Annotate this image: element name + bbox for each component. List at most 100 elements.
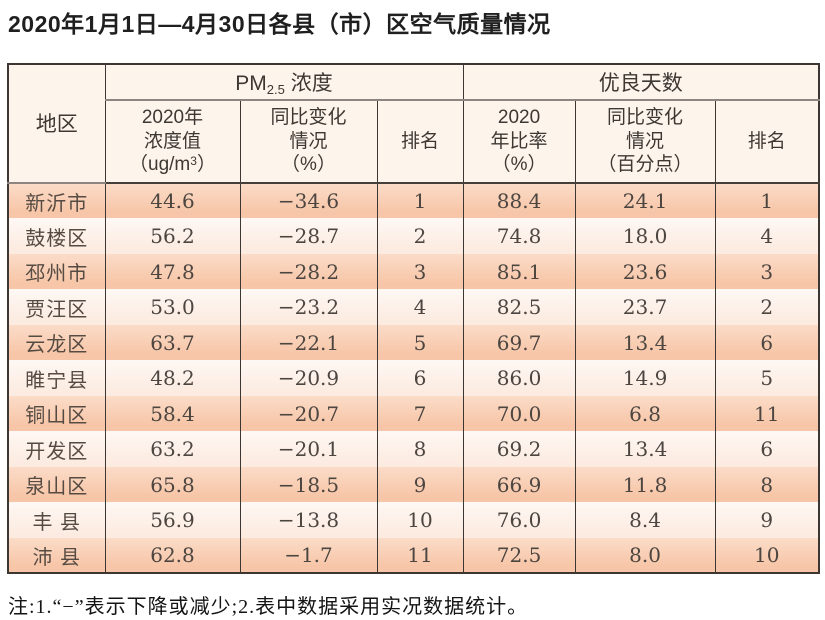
cell-good-rate: 76.0 (462, 502, 576, 538)
cell-pm-rank: 11 (376, 537, 464, 574)
header-cell-pm-rank: 排名 (376, 99, 464, 184)
cell-region: 丰 县 (7, 502, 106, 538)
table-row: 鼓楼区 56.2 −28.7 2 74.8 18.0 4 (7, 218, 820, 254)
table-body: 新沂市 44.6 −34.6 1 88.4 24.1 1 鼓楼区 56.2 −2… (7, 182, 820, 574)
table-row: 睢宁县 48.2 −20.9 6 86.0 14.9 5 (7, 360, 820, 396)
cell-good-rate: 82.5 (462, 289, 576, 325)
header-cell-good-change: 同比变化 情况 （百分点） (574, 99, 716, 184)
cell-pm-change: −20.7 (239, 395, 378, 432)
cell-good-change: 13.4 (574, 324, 716, 361)
table-row: 贾汪区 53.0 −23.2 4 82.5 23.7 2 (7, 289, 820, 325)
cell-good-change: 8.0 (574, 537, 716, 574)
header-cell-good-rate: 2020 年比率 （%） (462, 99, 576, 184)
cell-good-change: 23.7 (574, 289, 716, 325)
header-cell-good-days-group: 优良天数 (462, 63, 820, 101)
cell-good-change: 8.4 (574, 502, 716, 538)
cell-good-rate: 72.5 (462, 537, 576, 574)
footnote: 注:1.“−”表示下降或减少;2.表中数据采用实况数据统计。 (8, 596, 529, 619)
header-columns-row: 2020年 浓度值 （ug/m3） 同比变化 情况 （%） 排名 2020 年比… (8, 99, 820, 184)
cell-pm-change: −23.2 (239, 289, 378, 325)
table-row: 云龙区 63.7 −22.1 5 69.7 13.4 6 (7, 324, 820, 361)
pm25-label-subscript: 2.5 (266, 81, 285, 97)
cell-pm-rank: 2 (376, 218, 464, 254)
cell-pm-rank: 10 (376, 502, 464, 538)
cell-region: 睢宁县 (7, 360, 106, 396)
cell-pm-change: −28.7 (239, 218, 378, 254)
cell-pm-rank: 8 (376, 431, 464, 467)
cell-pm-value: 56.2 (104, 218, 241, 254)
cell-region: 贾汪区 (7, 289, 106, 325)
cell-good-change: 11.8 (574, 466, 716, 503)
header-cell-pm-value: 2020年 浓度值 （ug/m3） (104, 99, 241, 184)
cell-pm-value: 63.2 (104, 431, 241, 467)
cell-region: 铜山区 (7, 395, 106, 432)
cell-good-change: 23.6 (574, 253, 716, 290)
cell-good-rate: 69.2 (462, 431, 576, 467)
cell-good-rank: 9 (714, 502, 820, 538)
cell-good-rank: 3 (714, 253, 820, 290)
cell-pm-value: 53.0 (104, 289, 241, 325)
cell-pm-value: 48.2 (104, 360, 241, 396)
cell-good-rank: 2 (714, 289, 820, 325)
cell-good-rank: 4 (714, 218, 820, 254)
cell-good-rate: 88.4 (462, 182, 576, 219)
cell-pm-value: 44.6 (104, 182, 241, 219)
cell-good-rank: 8 (714, 466, 820, 503)
pm-value-unit: （ug/m3） (129, 154, 216, 176)
cell-region: 沛 县 (7, 537, 106, 574)
cell-good-rank: 5 (714, 360, 820, 396)
cubic-superscript: 3 (190, 154, 197, 169)
cell-good-rank: 6 (714, 324, 820, 361)
cell-pm-rank: 7 (376, 395, 464, 432)
cell-pm-change: −13.8 (239, 502, 378, 538)
cell-region: 邳州市 (7, 253, 106, 290)
cell-pm-value: 47.8 (104, 253, 241, 290)
table-row: 丰 县 56.9 −13.8 10 76.0 8.4 9 (7, 502, 820, 538)
cell-good-change: 18.0 (574, 218, 716, 254)
cell-good-rank: 6 (714, 431, 820, 467)
cell-good-change: 6.8 (574, 395, 716, 432)
cell-pm-rank: 4 (376, 289, 464, 325)
article-page: 2020年1月1日—4月30日各县（市）区空气质量情况 地区 PM2.5 浓度 … (0, 10, 825, 620)
cell-good-change: 14.9 (574, 360, 716, 396)
header-group-row: 地区 PM2.5 浓度 优良天数 (7, 63, 820, 184)
cell-pm-value: 58.4 (104, 395, 241, 432)
page-title: 2020年1月1日—4月30日各县（市）区空气质量情况 (8, 11, 551, 37)
cell-good-rate: 85.1 (462, 253, 576, 290)
cell-pm-change: −1.7 (239, 537, 378, 574)
header-cell-pm-change: 同比变化 情况 （%） (239, 99, 378, 184)
cell-pm-rank: 5 (376, 324, 464, 361)
cell-pm-change: −20.1 (239, 431, 378, 467)
table-row: 沛 县 62.8 −1.7 11 72.5 8.0 10 (7, 537, 820, 574)
cell-region: 新沂市 (7, 182, 106, 219)
cell-region: 云龙区 (7, 324, 106, 361)
cell-pm-change: −34.6 (239, 182, 378, 219)
cell-good-change: 24.1 (574, 182, 716, 219)
cell-good-rank: 11 (714, 395, 820, 432)
air-quality-table: 地区 PM2.5 浓度 优良天数 2020年 浓度值 （ug/m3） 同比变化 … (7, 62, 821, 575)
cell-good-rate: 66.9 (462, 466, 576, 503)
cell-pm-value: 56.9 (104, 502, 241, 538)
cell-pm-change: −20.9 (239, 360, 378, 396)
table-row: 新沂市 44.6 −34.6 1 88.4 24.1 1 (7, 182, 820, 219)
cell-pm-value: 63.7 (104, 324, 241, 361)
cell-good-rank: 10 (714, 537, 820, 574)
header-cell-pm25-group: PM2.5 浓度 (104, 63, 464, 101)
pm-value-line2: 浓度值 (143, 130, 201, 152)
header-cell-good-rank: 排名 (714, 99, 820, 184)
table-header: 地区 PM2.5 浓度 优良天数 2020年 浓度值 （ug/m3） 同比变化 … (7, 63, 820, 184)
cell-region: 鼓楼区 (7, 218, 106, 254)
cell-pm-value: 65.8 (104, 466, 241, 503)
table-row: 邳州市 47.8 −28.2 3 85.1 23.6 3 (7, 253, 820, 290)
pm25-label-rest: 浓度 (284, 71, 333, 95)
pm25-label-main: PM (235, 71, 267, 95)
cell-pm-change: −22.1 (239, 324, 378, 361)
cell-pm-rank: 6 (376, 360, 464, 396)
cell-pm-rank: 9 (376, 466, 464, 503)
pm-value-line1: 2020年 (141, 106, 204, 128)
cell-region: 开发区 (7, 431, 106, 467)
table-row: 铜山区 58.4 −20.7 7 70.0 6.8 11 (7, 395, 820, 432)
cell-pm-value: 62.8 (104, 537, 241, 574)
cell-good-change: 13.4 (574, 431, 716, 467)
cell-good-rate: 70.0 (462, 395, 576, 432)
